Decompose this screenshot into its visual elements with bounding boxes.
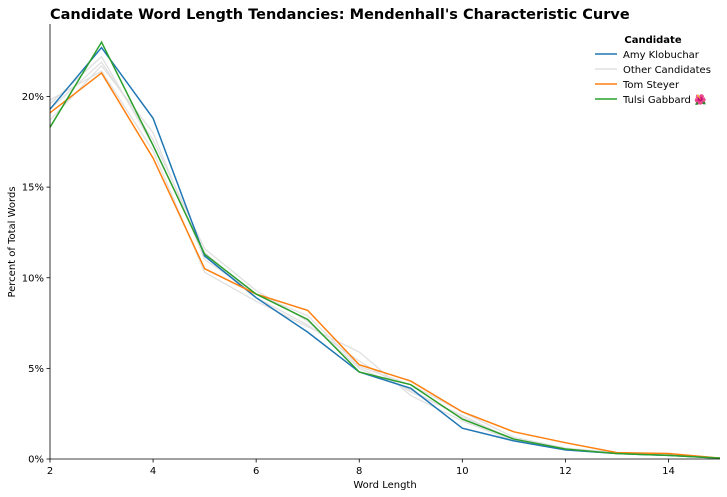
- x-tick-label: 12: [559, 466, 572, 477]
- x-tick-label: 2: [47, 466, 53, 477]
- y-tick-label: 5%: [28, 364, 44, 375]
- legend-title: Candidate: [624, 35, 681, 46]
- legend: Candidate Amy Klobuchar Other Candidates T…: [595, 35, 711, 106]
- legend-entry-label: Amy Klobuchar: [623, 50, 700, 61]
- y-tick-label: 15%: [22, 183, 44, 194]
- legend-entry-label: Tom Steyer: [622, 80, 680, 91]
- y-axis-ticks: 0% 5% 10% 15% 20%: [22, 92, 50, 466]
- x-tick-label: 6: [253, 466, 259, 477]
- chart-title: Candidate Word Length Tendancies: Menden…: [50, 7, 630, 23]
- x-tick-label: 14: [662, 466, 675, 477]
- legend-entry-label: Other Candidates: [623, 65, 711, 76]
- x-tick-label: 10: [456, 466, 469, 477]
- y-tick-label: 10%: [22, 273, 44, 284]
- y-tick-label: 0%: [28, 455, 44, 466]
- legend-entry-label: Tulsi Gabbard 🌺: [622, 93, 707, 106]
- series-line-tom-steyer: [49, 71, 721, 459]
- y-axis-label: Percent of Total Words: [7, 186, 18, 297]
- series-line-tulsi-gabbard: [49, 40, 721, 459]
- x-tick-label: 8: [356, 466, 362, 477]
- x-axis-label: Word Length: [353, 480, 416, 491]
- x-axis-ticks: 2 4 6 8 10 12 14: [47, 459, 675, 477]
- x-tick-label: 4: [150, 466, 156, 477]
- y-tick-label: 20%: [22, 92, 44, 103]
- highlighted-candidate-lines: [49, 40, 721, 459]
- other-candidate-line-3: [49, 64, 721, 459]
